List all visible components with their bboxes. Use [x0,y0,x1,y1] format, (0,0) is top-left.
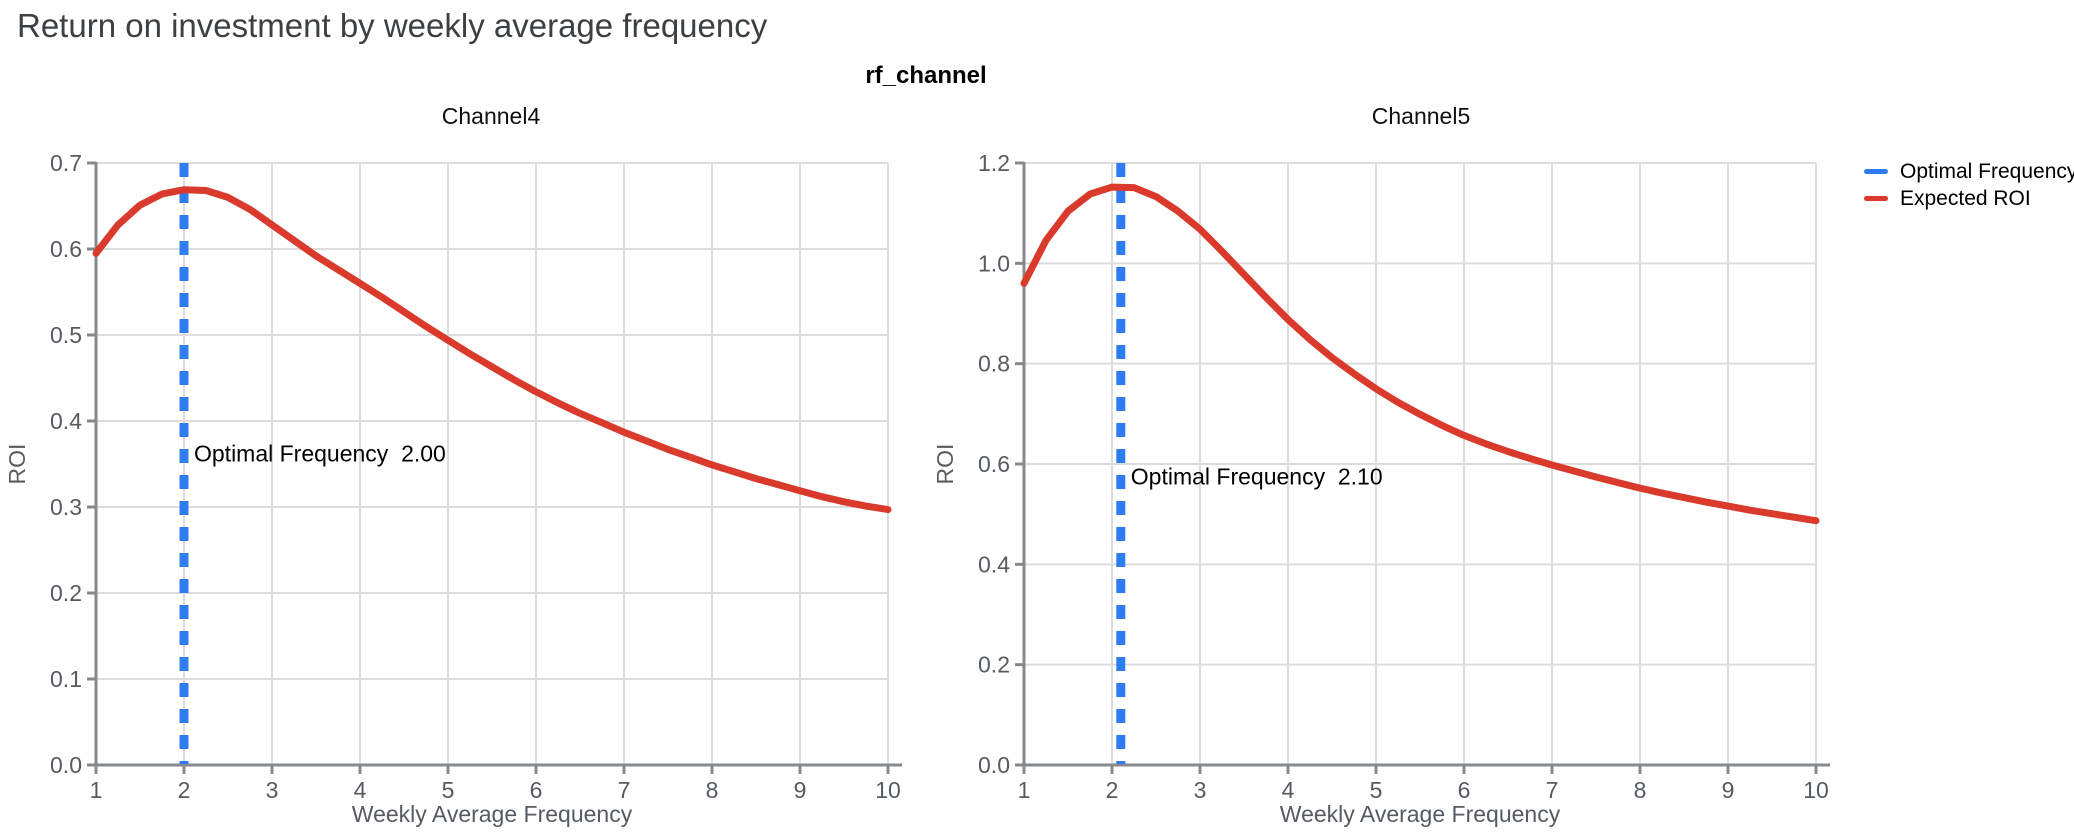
x-tick-label: 8 [706,777,719,803]
x-tick-label: 3 [1194,777,1207,803]
y-tick-label: 0.1 [50,666,82,692]
facet-title: rf_channel [865,62,987,89]
y-tick-label: 1.0 [978,250,1010,276]
x-tick-label: 10 [1803,777,1829,803]
y-tick-label: 0.6 [978,451,1010,477]
y-tick-label: 0.4 [50,408,82,434]
expected-roi-curve [92,186,892,514]
y-tick-label: 0.2 [978,652,1010,678]
x-tick-label: 5 [442,777,455,803]
x-tick-label: 3 [266,777,279,803]
y-tick-label: 0.2 [50,580,82,606]
x-tick-label: 1 [1018,777,1031,803]
optimal-frequency-annotation: Optimal Frequency 2.10 [1131,464,1383,490]
x-axis-title-channel5: Weekly Average Frequency [1279,801,1561,827]
y-tick-label: 0.0 [978,752,1010,778]
subplot-title-channel5: Channel5 [1371,103,1471,129]
x-tick-label: 7 [1546,777,1559,803]
page-title: Return on investment by weekly average f… [17,7,768,44]
x-tick-label: 10 [875,777,901,803]
optimal-frequency-annotation: Optimal Frequency 2.00 [194,441,446,467]
subplot-channel4: 0.0 0.1 0.2 0.3 0.4 0.5 0.6 0.7 1 2 3 4 5 6 7 8 9 10 Optim… [50,150,902,803]
x-tick-label: 8 [1634,777,1647,803]
y-tick-label: 0.4 [978,551,1010,577]
x-tick-label: 5 [1370,777,1383,803]
legend-label: Optimal Frequency [1900,159,2074,183]
x-tick-label: 4 [1282,777,1295,803]
subplot-channel5: 0.0 0.2 0.4 0.6 0.8 1.0 1.2 1 2 3 4 5 6 7 8 9 10 Optimal … [978,150,1830,803]
y-tick-label: 1.2 [978,150,1010,176]
legend-item-optimal-frequency[interactable]: Optimal Frequency [1864,158,2074,185]
subplot-title-channel4: Channel4 [441,103,541,129]
x-tick-label: 7 [618,777,631,803]
y-tick-label: 0.5 [50,322,82,348]
legend-line-swatch-blue [1864,169,1888,174]
y-tick-label: 0.7 [50,150,82,176]
x-tick-label: 6 [1458,777,1471,803]
x-tick-label: 2 [178,777,191,803]
x-axis-title-channel4: Weekly Average Frequency [351,801,633,827]
x-tick-label: 6 [530,777,543,803]
y-tick-label: 0.6 [50,236,82,262]
expected-roi-curve [1020,183,1820,525]
legend-label: Expected ROI [1900,186,2031,210]
x-tick-label: 2 [1106,777,1119,803]
legend: Optimal Frequency Expected ROI [1864,158,2074,212]
x-tick-label: 9 [794,777,807,803]
legend-item-expected-roi[interactable]: Expected ROI [1864,185,2074,212]
y-tick-label: 0.0 [50,752,82,778]
x-tick-label: 9 [1722,777,1735,803]
legend-line-swatch-red [1864,196,1888,201]
x-tick-label: 4 [354,777,367,803]
y-tick-label: 0.3 [50,494,82,520]
x-tick-label: 1 [90,777,103,803]
y-tick-label: 0.8 [978,351,1010,377]
